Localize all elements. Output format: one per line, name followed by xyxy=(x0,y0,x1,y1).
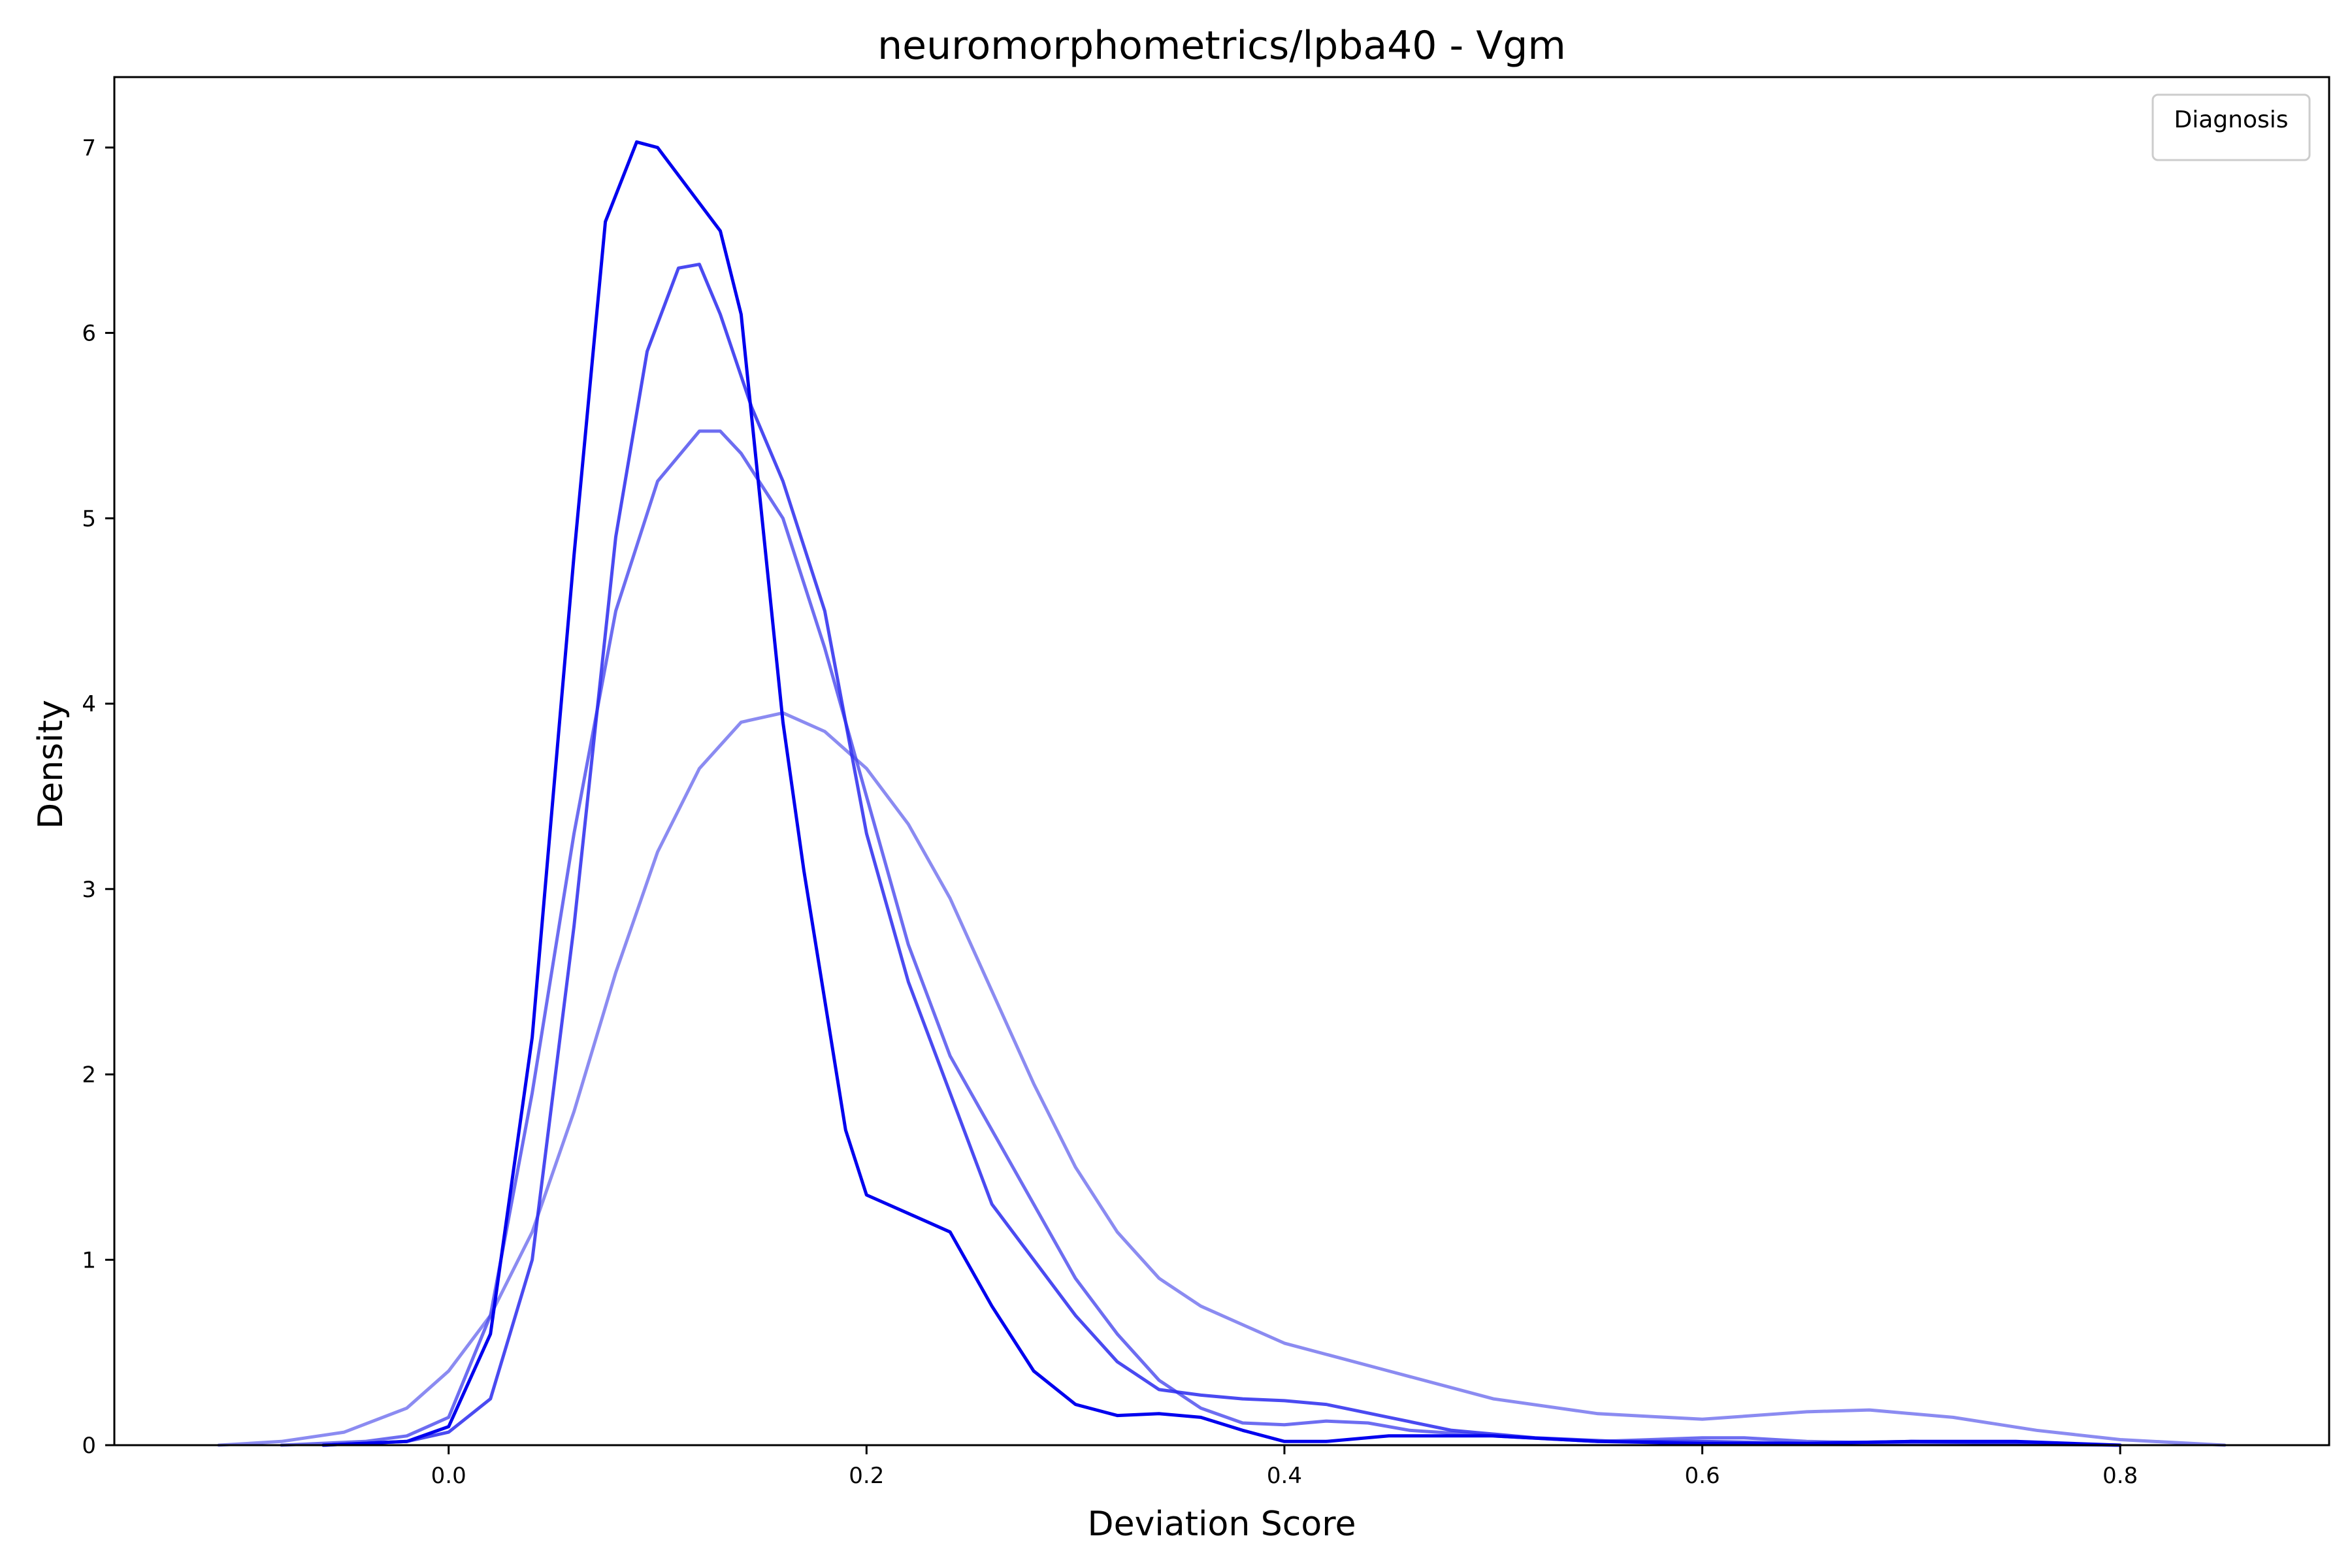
x-tick-label: 0.4 xyxy=(1267,1463,1302,1489)
legend-box xyxy=(2151,93,2311,161)
legend: Diagnosis xyxy=(2151,93,2311,161)
x-tick-label: 0.2 xyxy=(849,1463,884,1489)
x-tick-label: 0.0 xyxy=(431,1463,466,1489)
density-line-3 xyxy=(280,429,2122,1447)
y-axis-label: Density xyxy=(31,700,71,829)
y-tick-label: 5 xyxy=(82,506,96,532)
plot-frame xyxy=(113,76,2330,1446)
density-line-4 xyxy=(217,711,2227,1447)
y-axis: 0 1 2 3 4 5 6 7 xyxy=(82,135,114,1459)
legend-title: Diagnosis xyxy=(2174,106,2289,133)
y-tick-label: 2 xyxy=(82,1062,96,1088)
y-tick-label: 6 xyxy=(82,321,96,347)
y-tick-label: 1 xyxy=(82,1247,96,1273)
x-tick-label: 0.6 xyxy=(1685,1463,1720,1489)
y-tick-label: 3 xyxy=(82,877,96,903)
y-tick-label: 0 xyxy=(82,1433,96,1459)
density-line-2 xyxy=(321,263,2122,1447)
x-tick-label: 0.8 xyxy=(2102,1463,2138,1489)
x-axis-label: Deviation Score xyxy=(1088,1505,1356,1544)
x-axis: 0.0 0.2 0.4 0.6 0.8 xyxy=(431,1445,2138,1489)
plot-area xyxy=(113,76,2330,1447)
chart-title: neuromorphometrics/lpba40 - Vgm xyxy=(877,23,1566,69)
y-tick-label: 4 xyxy=(82,691,96,717)
density-line-1 xyxy=(321,140,2122,1447)
y-tick-label: 7 xyxy=(82,135,96,161)
